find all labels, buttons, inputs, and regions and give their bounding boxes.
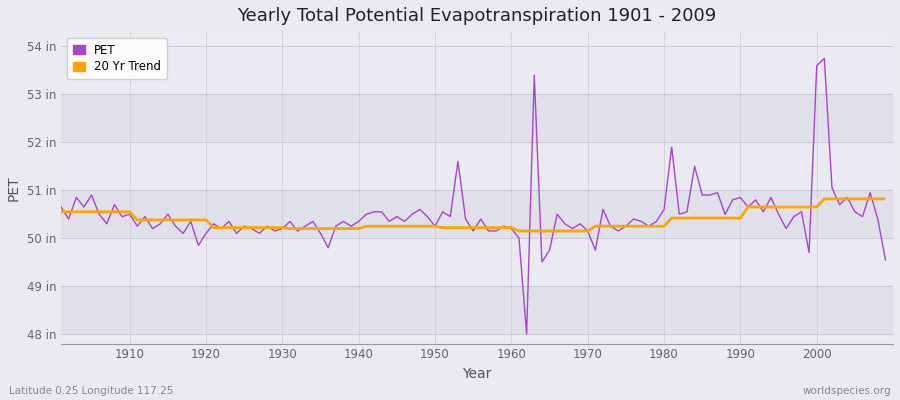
Title: Yearly Total Potential Evapotranspiration 1901 - 2009: Yearly Total Potential Evapotranspiratio… <box>238 7 716 25</box>
X-axis label: Year: Year <box>463 367 491 381</box>
Legend: PET, 20 Yr Trend: PET, 20 Yr Trend <box>67 38 166 79</box>
Text: Latitude 0.25 Longitude 117.25: Latitude 0.25 Longitude 117.25 <box>9 386 174 396</box>
Bar <box>61 286 893 334</box>
Bar <box>61 94 893 142</box>
Bar <box>61 142 893 190</box>
Text: worldspecies.org: worldspecies.org <box>803 386 891 396</box>
Bar <box>61 46 893 94</box>
Y-axis label: PET: PET <box>7 175 21 201</box>
Bar <box>61 190 893 238</box>
Bar <box>61 238 893 286</box>
